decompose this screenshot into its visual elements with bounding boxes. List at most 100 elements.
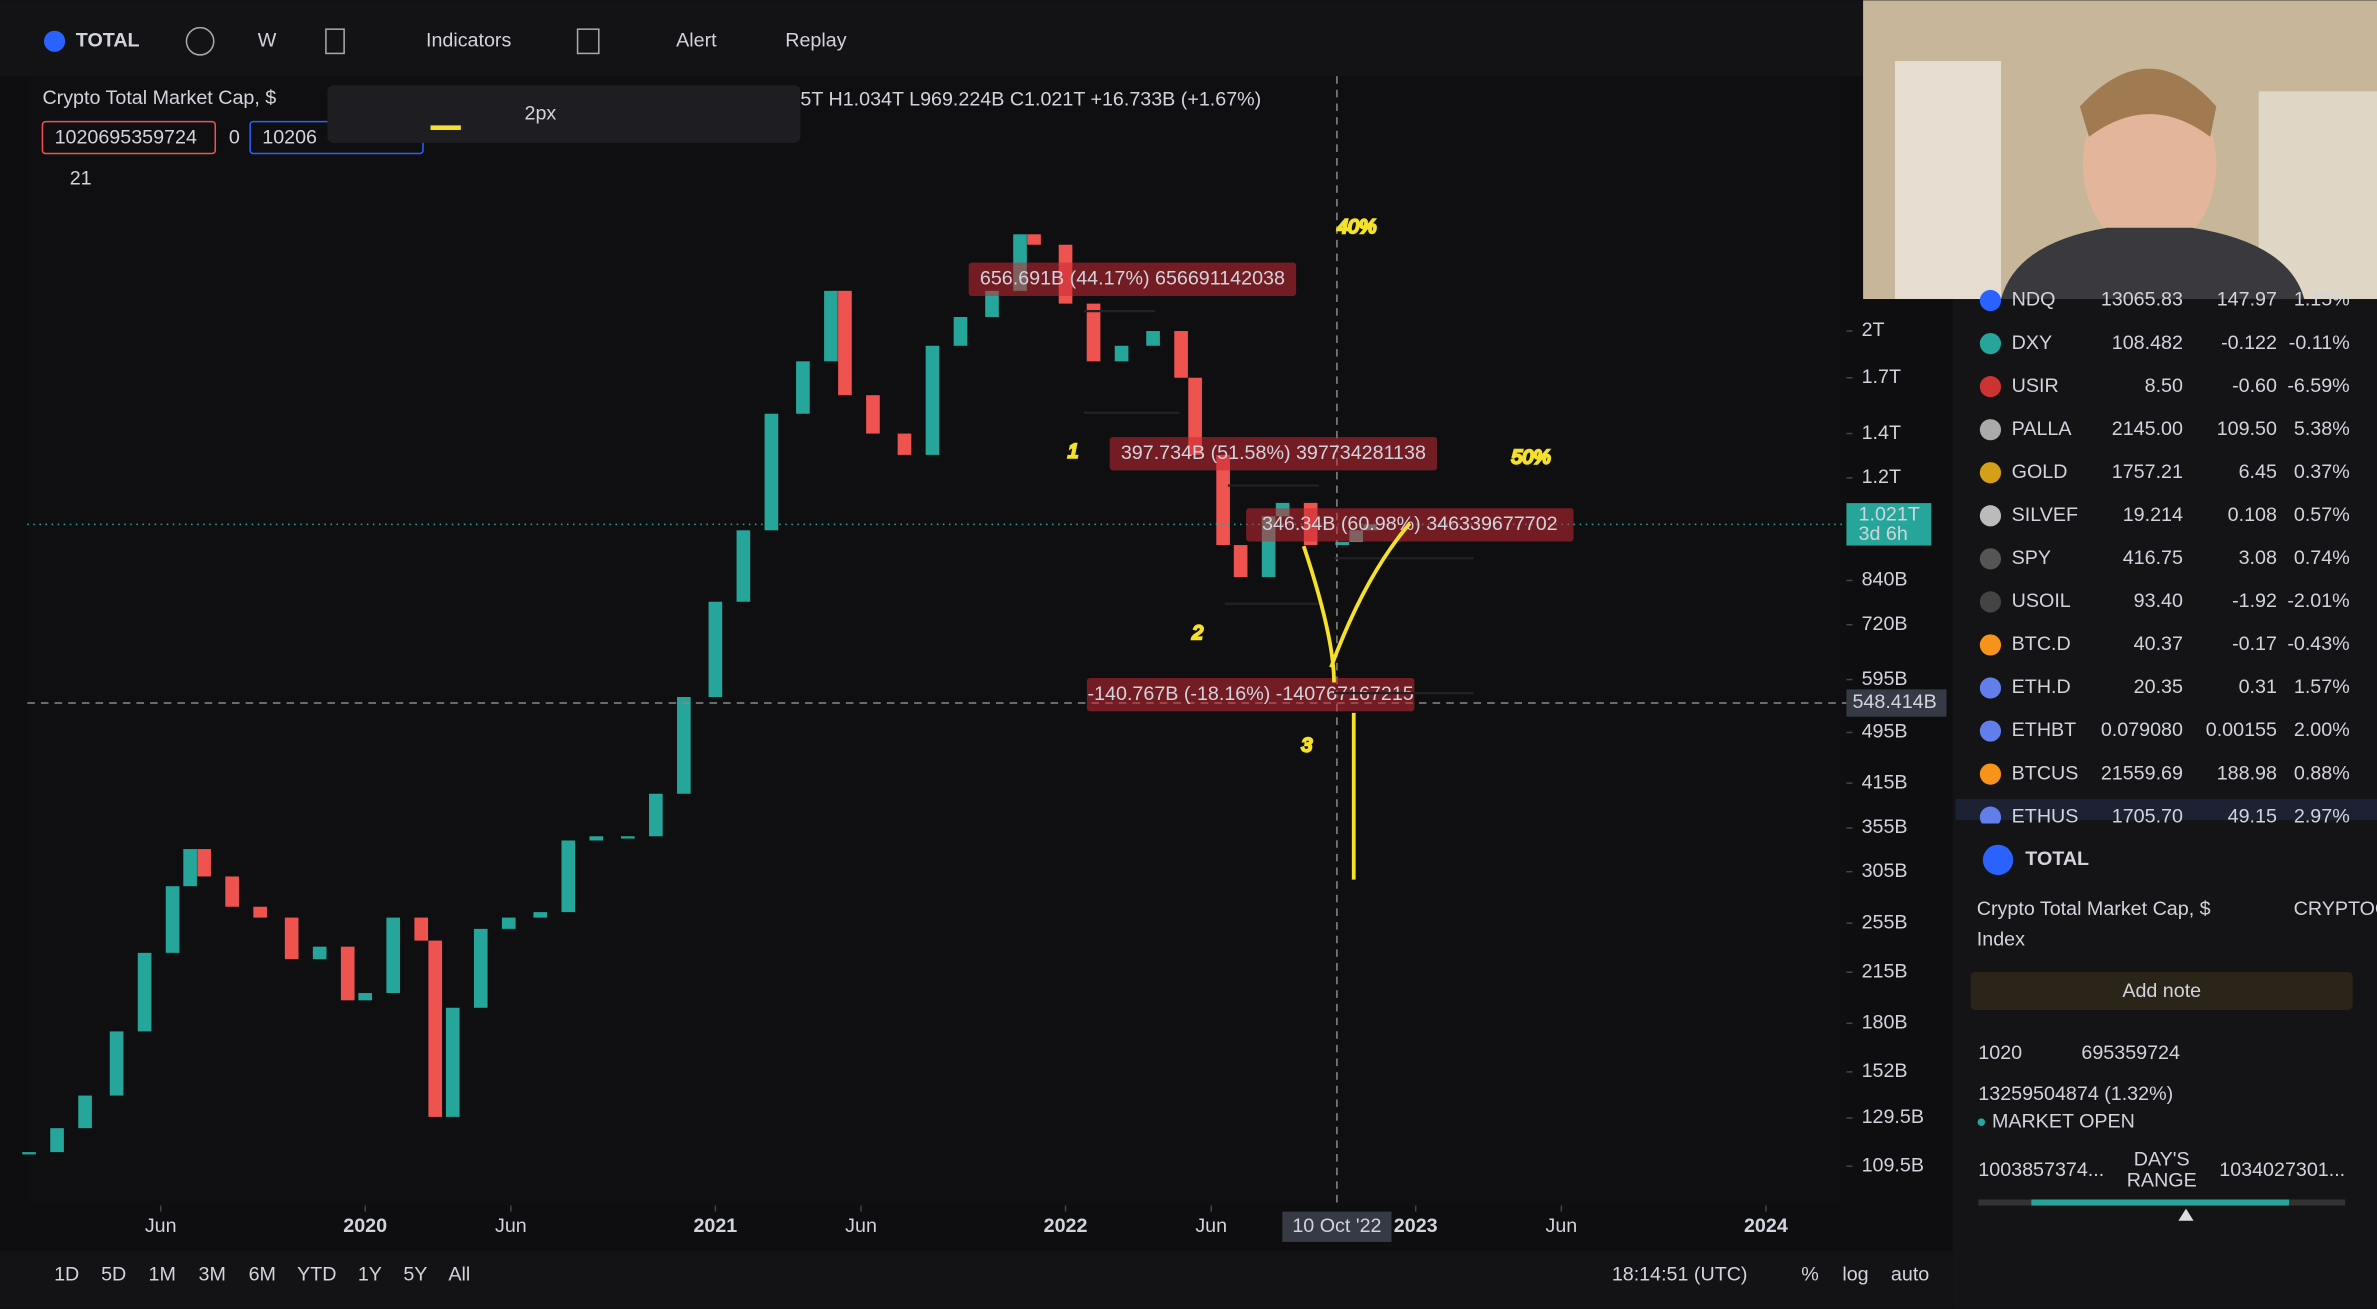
watch-symbol[interactable]: DXY [2012, 332, 2052, 354]
range-button[interactable]: All [448, 1263, 470, 1285]
symbol-icon [1979, 634, 2002, 656]
candle [649, 793, 663, 837]
watch-symbol[interactable]: ETHBT [2012, 719, 2077, 741]
y-tick-label: 109.5B [1862, 1154, 1924, 1176]
details-kind: Index [1977, 928, 2025, 950]
watch-change: 0.00155 [2206, 719, 2277, 741]
watch-last: 2145.00 [2112, 418, 2183, 440]
watch-symbol[interactable]: USIR [2012, 375, 2059, 397]
watch-symbol[interactable]: BTCUS [2012, 762, 2079, 784]
range-button[interactable]: 3M [199, 1263, 226, 1285]
auto-toggle[interactable]: auto [1891, 1263, 1929, 1285]
watch-change-pct: 0.57% [2294, 504, 2350, 526]
watch-symbol[interactable]: USOIL [2012, 590, 2071, 612]
symbol-icon [1979, 289, 2002, 312]
watch-symbol[interactable]: SILVEF [2012, 504, 2078, 526]
candle [284, 917, 299, 960]
crosshair-price-box [1846, 689, 1947, 717]
alert-button[interactable]: Alert [676, 30, 717, 52]
market-status: MARKET OPEN [1992, 1110, 2135, 1132]
percent-toggle[interactable]: % [1801, 1263, 1819, 1285]
watch-symbol[interactable]: PALLA [2012, 418, 2073, 440]
candle [897, 433, 912, 455]
range-button[interactable]: 6M [249, 1263, 276, 1285]
candle [708, 601, 723, 698]
interval[interactable]: W [258, 30, 277, 52]
ink-annotation: 1 [1068, 440, 1079, 462]
range-high: 1034027301... [2219, 1159, 2345, 1181]
y-tick-label: 720B [1862, 613, 1908, 635]
chart-type-icon[interactable] [325, 28, 345, 55]
candle [1216, 454, 1230, 546]
selected-row [1955, 798, 2377, 821]
watch-last: 93.40 [2134, 590, 2183, 612]
watch-symbol[interactable]: ETHUS [2012, 805, 2079, 827]
add-note-button[interactable] [1970, 972, 2353, 1010]
replay-button[interactable]: Replay [785, 30, 846, 52]
candle [1335, 542, 1349, 546]
hair [2079, 68, 2217, 137]
y-tick-label: 129.5B [1862, 1106, 1924, 1128]
watch-symbol[interactable]: NDQ [2012, 289, 2056, 311]
range-button[interactable]: YTD [297, 1263, 336, 1285]
candle [225, 876, 239, 907]
y-tick-label: 355B [1862, 816, 1908, 838]
candle [1086, 303, 1101, 362]
range-button[interactable]: 1D [54, 1263, 79, 1285]
layout-icon[interactable] [576, 28, 600, 55]
watch-change: 6.45 [2239, 461, 2277, 483]
add-note-label[interactable]: Add note [2122, 980, 2201, 1002]
candle [561, 840, 576, 913]
sell-box[interactable] [41, 120, 217, 155]
x-tick-label: 2024 [1744, 1215, 1788, 1237]
candle [677, 697, 691, 794]
watch-change-pct: 0.74% [2294, 547, 2350, 569]
candle [428, 940, 443, 1117]
watch-symbol[interactable]: BTC.D [2012, 633, 2071, 655]
watch-symbol[interactable]: GOLD [2012, 461, 2068, 483]
x-tick-label: 2022 [1044, 1215, 1088, 1237]
indicators-button[interactable]: Indicators [426, 30, 512, 52]
watch-change-pct: 2.00% [2294, 719, 2350, 741]
ink-stroke [1301, 522, 1412, 880]
watch-change-pct: 1.57% [2294, 676, 2350, 698]
status-dot [1977, 1118, 1986, 1126]
range-button[interactable]: 1Y [358, 1263, 382, 1285]
watch-last: 108.482 [2112, 332, 2183, 354]
candle [358, 993, 373, 1001]
range-button[interactable]: 1M [149, 1263, 176, 1285]
candle [197, 849, 211, 877]
top-toolbar [0, 0, 1865, 77]
x-tick-label: Jun [1195, 1215, 1227, 1237]
range-fill [2031, 1199, 2290, 1206]
y-tick-label: 305B [1862, 860, 1908, 882]
stroke-width[interactable]: 2px [525, 102, 557, 124]
watch-change: 3.08 [2239, 547, 2277, 569]
symbol-icon [1979, 505, 2002, 527]
candle [414, 917, 429, 941]
range-button[interactable]: 5D [101, 1263, 126, 1285]
symbol-icon [1979, 763, 2002, 785]
top-icons [43, 26, 2353, 1221]
y-tick-label: 840B [1862, 569, 1908, 591]
y-tick-label: 255B [1862, 911, 1908, 933]
range-low: 1003857374... [1978, 1159, 2104, 1181]
symbol: TOTAL [76, 30, 140, 52]
measure-label: 397.734B (51.58%) 397734281138 [1121, 442, 1426, 464]
symbol-icon [1979, 419, 2002, 441]
candle [183, 849, 197, 887]
watch-change-pct: -0.43% [2287, 633, 2349, 655]
watch-symbol[interactable]: SPY [2012, 547, 2051, 569]
range-button[interactable]: 5Y [403, 1263, 427, 1285]
details-symbol: TOTAL [2025, 848, 2089, 870]
chart-title: Crypto Total Market Cap, $ [42, 87, 276, 109]
watch-symbol[interactable]: ETH.D [2012, 676, 2071, 698]
symbol-icon [1979, 548, 2002, 570]
log-toggle[interactable]: log [1842, 1263, 1868, 1285]
candle [533, 912, 548, 918]
candle [736, 530, 751, 602]
sell-price: 1020695359724 [55, 127, 197, 149]
y-tick-label: 595B [1862, 668, 1908, 690]
add-icon[interactable] [185, 26, 215, 56]
